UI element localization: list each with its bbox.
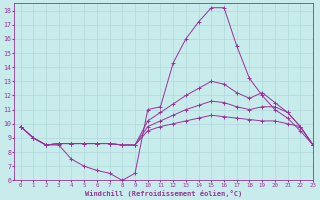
X-axis label: Windchill (Refroidissement éolien,°C): Windchill (Refroidissement éolien,°C): [85, 190, 242, 197]
